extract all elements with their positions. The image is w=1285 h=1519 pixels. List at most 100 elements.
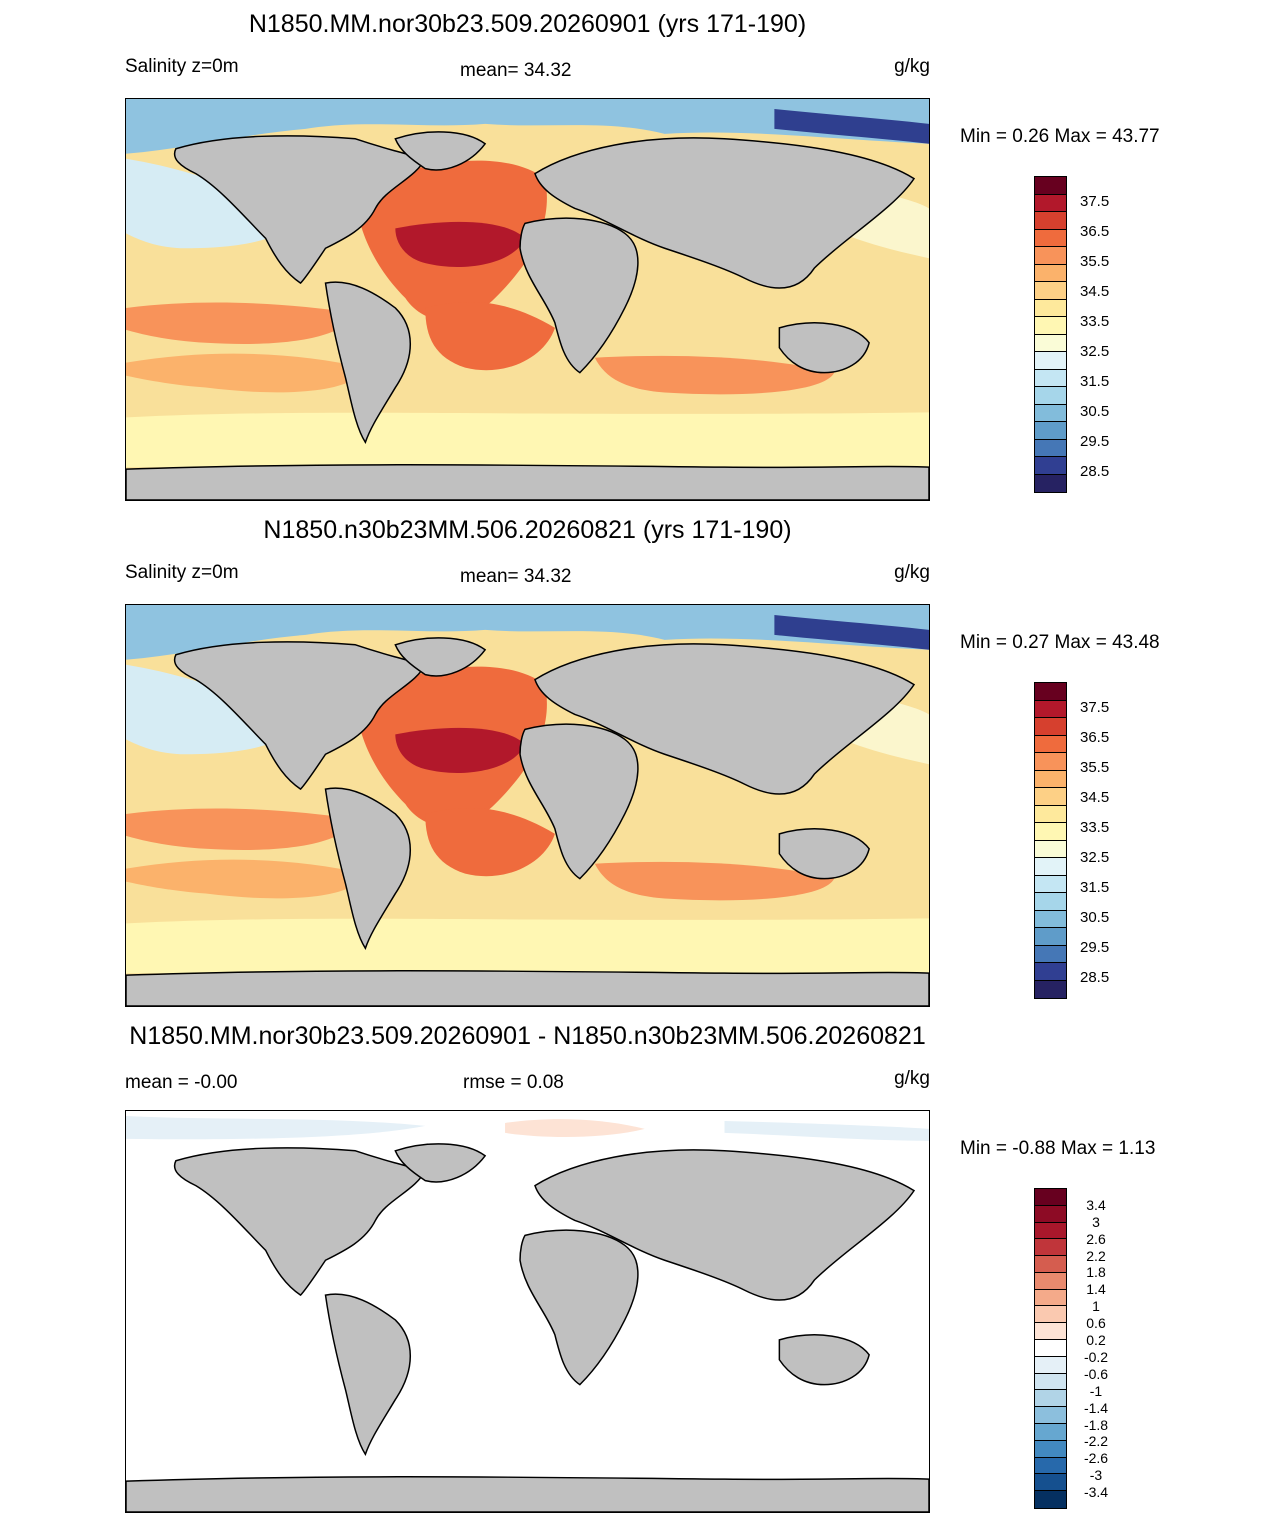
colorbar-tick-label: 34.5 <box>1080 789 1110 807</box>
colorbar-swatch <box>1035 1306 1066 1324</box>
colorbar-tick-label: 29.5 <box>1080 938 1110 956</box>
colorbar-tick-label: 29.5 <box>1080 432 1110 450</box>
colorbar-swatch <box>1035 1457 1066 1475</box>
colorbar-swatch <box>1035 1373 1066 1391</box>
colorbar-tick-label: 2.2 <box>1086 1247 1106 1264</box>
colorbar-swatch <box>1035 1289 1066 1307</box>
colorbar-swatch <box>1035 404 1066 422</box>
units-label: g/kg <box>894 1068 930 1089</box>
colorbar-swatch <box>1035 910 1066 928</box>
panel-title: N1850.MM.nor30b23.509.20260901 (yrs 171-… <box>248 10 807 38</box>
colorbar-swatch <box>1035 387 1066 405</box>
colorbar-swatch <box>1035 945 1066 963</box>
colorbar-tick-label: 0.2 <box>1086 1332 1106 1349</box>
min-max-label: Min = 0.26 Max = 43.77 <box>960 126 1160 147</box>
colorbar-swatch <box>1035 229 1066 247</box>
colorbar-swatch <box>1035 718 1066 736</box>
colorbar-tick-label: 32.5 <box>1080 343 1110 361</box>
min-max-label: Min = -0.88 Max = 1.13 <box>960 1138 1156 1159</box>
colorbar-tick-label: 2.6 <box>1086 1230 1106 1247</box>
salinity-map <box>125 98 930 501</box>
colorbar-swatch <box>1035 264 1066 282</box>
colorbar-swatch <box>1035 1423 1066 1441</box>
colorbar-swatch <box>1035 893 1066 911</box>
colorbar-tick-label: 33.5 <box>1080 819 1110 837</box>
colorbar-swatch <box>1035 1440 1066 1458</box>
colorbar-tick-label: -2.6 <box>1083 1450 1109 1467</box>
colorbar-swatch <box>1035 963 1066 981</box>
colorbar-tick-label: 31.5 <box>1080 373 1110 391</box>
colorbar-swatch <box>1035 823 1066 841</box>
colorbar-swatch <box>1035 212 1066 230</box>
colorbar-swatch <box>1035 1239 1066 1257</box>
colorbar-tick-label: 1 <box>1092 1298 1100 1315</box>
colorbar-tick-label: 35.5 <box>1080 253 1110 271</box>
colorbar-swatch <box>1035 457 1066 475</box>
colorbar-swatch <box>1035 770 1066 788</box>
colorbar-swatch <box>1035 474 1066 492</box>
variable-label: Salinity z=0m <box>125 56 239 77</box>
colorbar-tick-label: 3 <box>1092 1213 1100 1230</box>
colorbar-tick-label: 37.5 <box>1080 193 1110 211</box>
colorbar-swatch <box>1035 840 1066 858</box>
colorbar-tick-label: 33.5 <box>1080 313 1110 331</box>
colorbar-tick-label: -3 <box>1089 1467 1103 1484</box>
colorbar-tick-label: 30.5 <box>1080 908 1110 926</box>
colorbar-swatch <box>1035 1189 1066 1206</box>
colorbar-tick-label: 1.4 <box>1086 1281 1106 1298</box>
panel-difference: N1850.MM.nor30b23.509.20260901 - N1850.n… <box>0 1012 1285 1517</box>
salinity-colorbar <box>1034 682 1067 999</box>
colorbar-tick-label: 36.5 <box>1080 223 1110 241</box>
colorbar-swatch <box>1035 858 1066 876</box>
colorbar-swatch <box>1035 247 1066 265</box>
colorbar-swatch <box>1035 194 1066 212</box>
colorbar-swatch <box>1035 177 1066 195</box>
colorbar-tick-label: 32.5 <box>1080 849 1110 867</box>
colorbar-tick-label: 3.4 <box>1086 1196 1106 1213</box>
mean-label: mean= 34.32 <box>460 60 572 81</box>
colorbar-tick-label: -0.2 <box>1083 1348 1109 1365</box>
colorbar-swatch <box>1035 422 1066 440</box>
salinity-colorbar <box>1034 176 1067 493</box>
colorbar-tick-label: -1.4 <box>1083 1399 1109 1416</box>
colorbar-swatch <box>1035 1474 1066 1492</box>
mean-label: mean = -0.00 <box>125 1072 238 1093</box>
colorbar-tick-label: 34.5 <box>1080 283 1110 301</box>
colorbar-tick-label: -3.4 <box>1083 1484 1109 1501</box>
mean-label: mean= 34.32 <box>460 566 572 587</box>
colorbar-swatch <box>1035 805 1066 823</box>
colorbar-tick-label: -1.8 <box>1083 1416 1109 1433</box>
colorbar-swatch <box>1035 334 1066 352</box>
colorbar-swatch <box>1035 1340 1066 1357</box>
colorbar-swatch <box>1035 928 1066 946</box>
colorbar-swatch <box>1035 369 1066 387</box>
colorbar-swatch <box>1035 1323 1066 1341</box>
colorbar-tick-label: 35.5 <box>1080 759 1110 777</box>
colorbar-swatch <box>1035 439 1066 457</box>
colorbar-swatch <box>1035 735 1066 753</box>
panel-model-b: N1850.n30b23MM.506.20260821 (yrs 171-190… <box>0 506 1285 1011</box>
colorbar-tick-label: -1 <box>1089 1382 1103 1399</box>
colorbar-swatch <box>1035 317 1066 335</box>
panel-title: N1850.MM.nor30b23.509.20260901 - N1850.n… <box>129 1022 926 1050</box>
colorbar-swatch <box>1035 980 1066 998</box>
colorbar-swatch <box>1035 700 1066 718</box>
colorbar-swatch <box>1035 1356 1066 1374</box>
difference-map <box>125 1110 930 1513</box>
colorbar-swatch <box>1035 1205 1066 1223</box>
colorbar-tick-label: 37.5 <box>1080 699 1110 717</box>
colorbar-swatch <box>1035 788 1066 806</box>
variable-label: Salinity z=0m <box>125 562 239 583</box>
colorbar-tick-label: 31.5 <box>1080 879 1110 897</box>
panel-model-a: N1850.MM.nor30b23.509.20260901 (yrs 171-… <box>0 0 1285 505</box>
colorbar-swatch <box>1035 1407 1066 1424</box>
colorbar-swatch <box>1035 1222 1066 1240</box>
colorbar-swatch <box>1035 753 1066 771</box>
units-label: g/kg <box>894 562 930 583</box>
colorbar-swatch <box>1035 1491 1066 1508</box>
colorbar-tick-label: 1.8 <box>1086 1264 1106 1281</box>
colorbar-swatch <box>1035 1256 1066 1273</box>
colorbar-swatch <box>1035 299 1066 317</box>
difference-colorbar <box>1034 1188 1067 1509</box>
colorbar-swatch <box>1035 1272 1066 1290</box>
